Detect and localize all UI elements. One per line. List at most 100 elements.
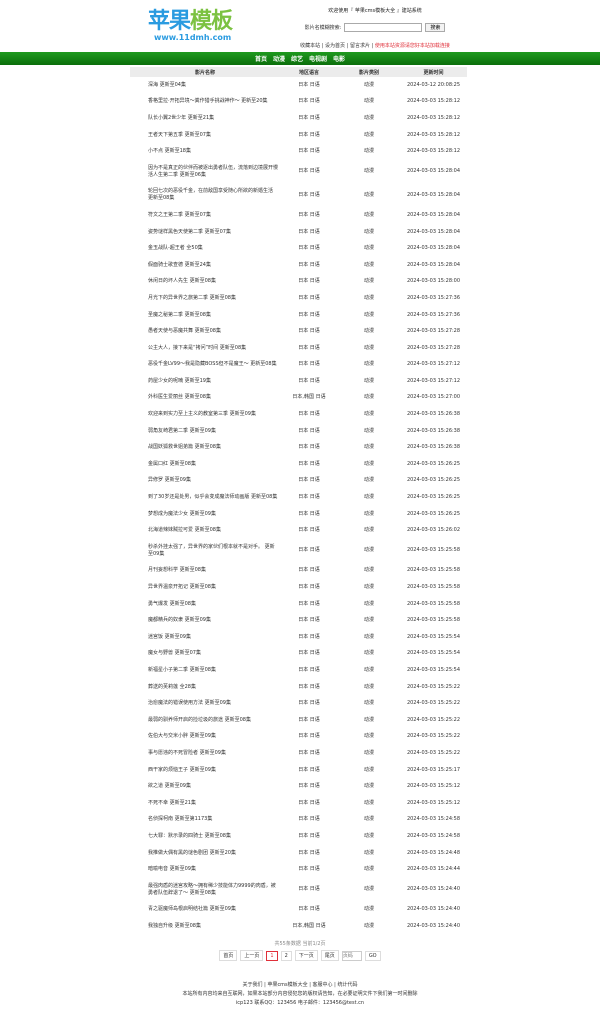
video-title-link[interactable]: 秒杀外挂太强了，异世界的家伙们根本就不是对手。 更新至09集 bbox=[148, 543, 275, 557]
bookmark-link[interactable]: 收藏本站 bbox=[300, 43, 321, 49]
search-input[interactable] bbox=[344, 23, 423, 32]
video-title-link[interactable]: 北海道辣妹贼拉可爱 更新至08集 bbox=[148, 527, 221, 534]
site-logo[interactable]: 苹果模板 www.11dmh.com bbox=[148, 10, 243, 50]
table-row[interactable]: 我推做大偶有黑的谜色剧团 更新至20集 日本 日语 动漫 2024-03-03 15:… bbox=[130, 845, 467, 862]
video-title-link[interactable]: 迷宫饭 更新至09集 bbox=[148, 633, 191, 640]
table-row[interactable]: 因为不是真正的伙伴而被逐出勇者队伍，流落到边境展开慢活人生第二季 更新至06集 日… bbox=[130, 160, 467, 184]
footer-service[interactable]: 客服中心 bbox=[312, 982, 333, 988]
table-row[interactable]: 香格里拉·开拓异境～粪作猎手挑战神作～ 更新至20集 日本 日语 动漫 2024-03… bbox=[130, 94, 467, 111]
table-row[interactable]: 符文之王第二季 更新至07集 日本 日语 动漫 2024-03-03 15:28:04 bbox=[130, 207, 467, 224]
table-row[interactable]: 深海 更新至04集 日本 日语 动漫 2024-03-12 20:08:25 bbox=[130, 77, 467, 94]
video-title-link[interactable]: 到了30岁还是处男，似乎会变成魔法师动画版 更新至08集 bbox=[148, 494, 278, 501]
video-title-link[interactable]: 西干家的烦恼王子 更新至09集 bbox=[148, 766, 216, 773]
table-row[interactable]: 欢迎来到实力至上主义的教室第三季 更新至09集 日本 日语 动漫 2024-03-03… bbox=[130, 406, 467, 423]
video-title-link[interactable]: 金玉战队-超王者 全50集 bbox=[148, 245, 203, 252]
next-page-button[interactable]: 下一页 bbox=[294, 950, 318, 961]
video-title-link[interactable]: 魔女与野兽 更新至07集 bbox=[148, 650, 201, 657]
video-title-link[interactable]: 梦想成为魔法少女 更新至09集 bbox=[148, 510, 216, 517]
table-row[interactable]: 暗喻电音 更新至09集 日本 日语 动漫 2024-03-03 15:24:44 bbox=[130, 861, 467, 878]
table-row[interactable]: 王者天下第五季 更新至07集 日本 日语 动漫 2024-03-03 15:28:12 bbox=[130, 127, 467, 144]
nav-home[interactable]: 首页 bbox=[254, 56, 267, 63]
video-title-link[interactable]: 最强肉盾的迷宫攻略～拥有稀少技能体力9999的肉盾，被勇者队伍辞退了～ 更新至0… bbox=[148, 882, 276, 896]
video-title-link[interactable]: 愚者天使与恶魔共舞 更新至08集 bbox=[148, 328, 221, 335]
request-link[interactable]: 留言求片 bbox=[349, 43, 370, 49]
video-title-link[interactable]: 深海 更新至04集 bbox=[148, 81, 186, 88]
video-title-link[interactable]: 事与愿违的不死冒险者 更新至09集 bbox=[148, 749, 226, 756]
video-title-link[interactable]: 弱角友崎君第二季 更新至09集 bbox=[148, 427, 216, 434]
video-title-link[interactable]: 异修罗 更新至09集 bbox=[148, 477, 191, 484]
table-row[interactable]: 魔女与野兽 更新至07集 日本 日语 动漫 2024-03-03 15:25:54 bbox=[130, 646, 467, 663]
video-title-link[interactable]: 葬送的芙莉莲 全28集 bbox=[148, 683, 196, 690]
first-page-button[interactable]: 首页 bbox=[219, 950, 238, 961]
table-row[interactable]: 月刊妄想科学 更新至08集 日本 日语 动漫 2024-03-03 15:25:58 bbox=[130, 563, 467, 580]
table-row[interactable]: 事与愿违的不死冒险者 更新至09集 日本 日语 动漫 2024-03-03 15:25… bbox=[130, 745, 467, 762]
table-row[interactable]: 最强肉盾的迷宫攻略～拥有稀少技能体力9999的肉盾，被勇者队伍辞退了～ 更新至0… bbox=[130, 878, 467, 902]
video-title-link[interactable]: 符文之王第二季 更新至07集 bbox=[148, 211, 211, 218]
video-title-link[interactable]: 队长小翼2世少年 更新至21集 bbox=[148, 114, 215, 121]
video-title-link[interactable]: 假面骑士歌查德 更新至24集 bbox=[148, 261, 211, 268]
table-row[interactable]: 魔都精兵的奴隶 更新至09集 日本 日语 动漫 2024-03-03 15:25:58 bbox=[130, 612, 467, 629]
video-title-link[interactable]: 休闲日的坏人先生 更新至08集 bbox=[148, 278, 216, 285]
table-row[interactable]: 青之驱魔师岛根启明结社篇 更新至09集 日本 日语 动漫 2024-03-03 15:… bbox=[130, 902, 467, 919]
video-title-link[interactable]: 不死不幸 更新至21集 bbox=[148, 799, 196, 806]
video-title-link[interactable]: 小不点 更新至18集 bbox=[148, 148, 191, 155]
video-title-link[interactable]: 战国妖狐救世姐弟篇 更新至08集 bbox=[148, 444, 221, 451]
nav-variety[interactable]: 综艺 bbox=[290, 56, 303, 63]
table-row[interactable]: 愚者天使与恶魔共舞 更新至08集 日本 日语 动漫 2024-03-03 15:27:… bbox=[130, 323, 467, 340]
video-title-link[interactable]: 佐伯大与交米小胖 更新至09集 bbox=[148, 733, 216, 740]
video-title-link[interactable]: 恶役千金LV99～我是隐藏BOSS但不是魔王～ 更新至08集 bbox=[148, 361, 277, 368]
table-row[interactable]: 轮回七次的恶役千金，在前敌国享受随心所欲的新婚生活 更新至08集 日本 日语 动漫 2… bbox=[130, 184, 467, 208]
video-title-link[interactable]: 新福星小子第二季 更新至08集 bbox=[148, 666, 216, 673]
search-button[interactable]: 搜索 bbox=[425, 23, 446, 32]
video-title-link[interactable]: 公主大人，接下来是“拷问”时间 更新至08集 bbox=[148, 344, 247, 351]
table-row[interactable]: 休闲日的坏人先生 更新至08集 日本 日语 动漫 2024-03-03 15:28:0… bbox=[130, 274, 467, 291]
video-title-link[interactable]: 药屋少女的呢喃 更新至19集 bbox=[148, 377, 211, 384]
video-title-link[interactable]: 魔都精兵的奴隶 更新至09集 bbox=[148, 617, 211, 624]
video-title-link[interactable]: 名侦探柯南 更新至第1173集 bbox=[148, 816, 213, 823]
video-title-link[interactable]: 治愈魔法的错误使用方法 更新至09集 bbox=[148, 700, 231, 707]
video-title-link[interactable]: 王者天下第五季 更新至07集 bbox=[148, 131, 211, 138]
video-title-link[interactable]: 勇气爆发 更新至08集 bbox=[148, 600, 196, 607]
table-row[interactable]: 药屋少女的呢喃 更新至19集 日本 日语 动漫 2024-03-03 15:27:12 bbox=[130, 373, 467, 390]
video-title-link[interactable]: 七大罪：默示录的四骑士 更新至08集 bbox=[148, 832, 231, 839]
video-title-link[interactable]: 我推做大偶有黑的谜色剧团 更新至20集 bbox=[148, 849, 236, 856]
table-row[interactable]: 秒杀外挂太强了，异世界的家伙们根本就不是对手。 更新至09集 日本 日语 动漫 202… bbox=[130, 539, 467, 563]
video-title-link[interactable]: 姿势谜样黑色天使第二季 更新至07集 bbox=[148, 228, 231, 235]
page-2-button[interactable]: 2 bbox=[280, 950, 292, 961]
table-row[interactable]: 梦想成为魔法少女 更新至09集 日本 日语 动漫 2024-03-03 15:26:2… bbox=[130, 506, 467, 523]
video-title-link[interactable]: 圣魔之秘第二季 更新至08集 bbox=[148, 311, 211, 318]
table-row[interactable]: 恶役千金LV99～我是隐藏BOSS但不是魔王～ 更新至08集 日本 日语 动漫 202… bbox=[130, 357, 467, 374]
page-jump-input[interactable] bbox=[341, 950, 362, 961]
table-row[interactable]: 金玉战队-超王者 全50集 日本 日语 动漫 2024-03-03 15:28:04 bbox=[130, 240, 467, 257]
footer-templates[interactable]: 苹果cms模板大全 bbox=[267, 982, 308, 988]
page-1-button[interactable]: 1 bbox=[266, 950, 278, 961]
video-title-link[interactable]: 轮回七次的恶役千金，在前敌国享受随心所欲的新婚生活 更新至08集 bbox=[148, 188, 274, 202]
table-row[interactable]: 最弱的驯养师开启的捡垃圾的旅途 更新至08集 日本 日语 动漫 2024-03-03 … bbox=[130, 712, 467, 729]
table-row[interactable]: 勇气爆发 更新至08集 日本 日语 动漫 2024-03-03 15:25:58 bbox=[130, 596, 467, 613]
footer-about[interactable]: 关于我们 bbox=[242, 982, 263, 988]
table-row[interactable]: 弱角友崎君第二季 更新至09集 日本 日语 动漫 2024-03-03 15:26:3… bbox=[130, 423, 467, 440]
table-row[interactable]: 队长小翼2世少年 更新至21集 日本 日语 动漫 2024-03-03 15:28:1… bbox=[130, 110, 467, 127]
table-row[interactable]: 金属口红 更新至08集 日本 日语 动漫 2024-03-03 15:26:25 bbox=[130, 456, 467, 473]
video-title-link[interactable]: 欢迎来到实力至上主义的教室第三季 更新至09集 bbox=[148, 411, 256, 418]
table-row[interactable]: 圣魔之秘第二季 更新至08集 日本 日语 动漫 2024-03-03 15:27:36 bbox=[130, 307, 467, 324]
video-title-link[interactable]: 外科医生爱丽丝 更新至08集 bbox=[148, 394, 211, 401]
video-title-link[interactable]: 暗喻电音 更新至09集 bbox=[148, 866, 196, 873]
table-row[interactable]: 公主大人，接下来是“拷问”时间 更新至08集 日本 日语 动漫 2024-03-03 … bbox=[130, 340, 467, 357]
video-title-link[interactable]: 月刊妄想科学 更新至08集 bbox=[148, 567, 206, 574]
table-row[interactable]: 七大罪：默示录的四骑士 更新至08集 日本 日语 动漫 2024-03-03 15:2… bbox=[130, 828, 467, 845]
last-page-button[interactable]: 尾页 bbox=[320, 950, 339, 961]
table-row[interactable]: 葬送的芙莉莲 全28集 日本 日语 动漫 2024-03-03 15:25:22 bbox=[130, 679, 467, 696]
table-row[interactable]: 新福星小子第二季 更新至08集 日本 日语 动漫 2024-03-03 15:25:5… bbox=[130, 662, 467, 679]
table-row[interactable]: 假面骑士歌查德 更新至24集 日本 日语 动漫 2024-03-03 15:28:04 bbox=[130, 257, 467, 274]
nav-movie[interactable]: 电影 bbox=[333, 56, 346, 63]
table-row[interactable]: 异修罗 更新至09集 日本 日语 动漫 2024-03-03 15:26:25 bbox=[130, 473, 467, 490]
video-title-link[interactable]: 最弱的驯养师开启的捡垃圾的旅途 更新至08集 bbox=[148, 716, 251, 723]
table-row[interactable]: 欲之道 更新至09集 日本 日语 动漫 2024-03-03 15:25:12 bbox=[130, 778, 467, 795]
table-row[interactable]: 治愈魔法的错误使用方法 更新至09集 日本 日语 动漫 2024-03-03 15:2… bbox=[130, 695, 467, 712]
set-homepage-link[interactable]: 设为首页 bbox=[325, 43, 346, 49]
table-row[interactable]: 名侦探柯南 更新至第1173集 日本 日语 动漫 2024-03-03 15:24:5… bbox=[130, 812, 467, 829]
table-row[interactable]: 迷宫饭 更新至09集 日本 日语 动漫 2024-03-03 15:25:54 bbox=[130, 629, 467, 646]
video-title-link[interactable]: 月光下的异世界之旅第二季 更新至08集 bbox=[148, 294, 236, 301]
video-title-link[interactable]: 异世界温泉开拓记 更新至08集 bbox=[148, 584, 216, 591]
